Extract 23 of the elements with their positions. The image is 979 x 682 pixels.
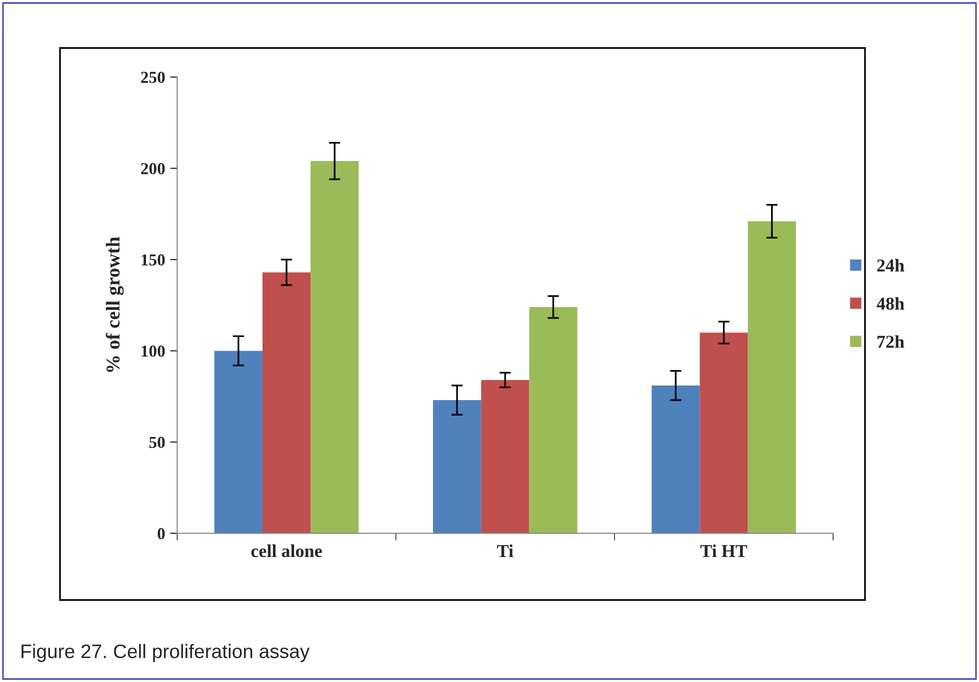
y-tick-label: 150 [142,254,165,266]
bar [481,380,530,534]
bar [529,307,578,534]
y-tick-label: 200 [141,163,165,174]
x-tick-label: Ti HT [700,544,748,557]
bar [433,400,482,534]
y-axis-title: % of cell growth [106,236,124,372]
bar [748,221,796,534]
y-tick-label: 0 [158,528,165,540]
legend-label: 24h [877,258,904,272]
bar [310,161,359,534]
legend-label: 72h [877,335,904,348]
caption: Figure 27. Cell proliferation assay [22,644,310,662]
bar [214,350,262,534]
bar [700,332,748,534]
y-tick-label: 250 [141,72,165,84]
bar [652,385,700,534]
y-tick-label: 50 [149,436,165,448]
x-tick-label: Ti [497,544,514,557]
y-tick-label: 100 [142,346,165,357]
bar [262,272,311,534]
x-tick-label: cell alone [251,544,322,558]
legend-label: 48h [876,297,904,310]
